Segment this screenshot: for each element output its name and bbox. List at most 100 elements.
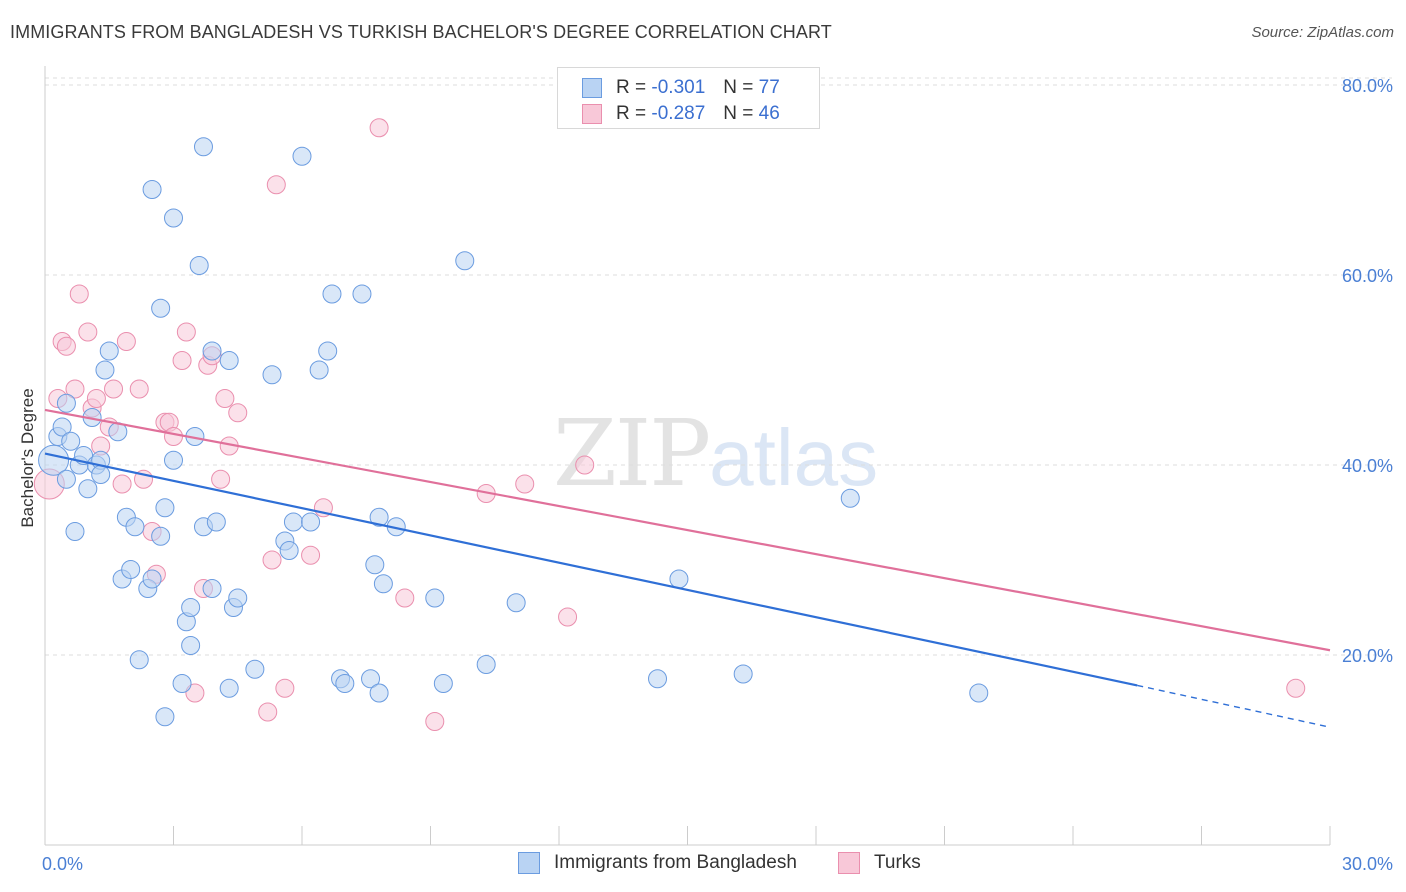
data-point-13 [91,465,111,484]
y-tick-label-0: 20.0% [1342,646,1393,666]
data-point-59 [361,669,381,689]
data-point-2 [52,417,72,437]
data-point-58 [352,284,372,304]
data-point-57 [335,674,355,693]
data-point-28 [215,389,235,408]
y-axis-label: Bachelor's Degree [18,388,37,527]
data-point-71 [669,569,689,589]
data-point-49 [279,541,299,560]
turks-trend-line [44,408,1331,652]
data-point-31 [258,702,278,722]
data-point-19 [121,560,141,579]
data-point-43 [575,455,595,475]
data-point-27 [155,707,175,727]
data-point-22 [176,322,196,342]
data-point-33 [266,175,286,195]
data-point-21 [129,650,149,670]
y-tick-label-1: 40.0% [1342,456,1393,476]
blue-swatch [582,78,602,98]
legend-item-turks[interactable]: Turks [838,852,921,874]
chart-title: IMMIGRANTS FROM BANGLADESH VS TURKISH BA… [10,22,832,42]
data-point-20 [164,427,183,446]
x-tick-label-max: 30.0% [1342,854,1393,874]
data-point-8 [86,389,106,408]
data-point-42 [219,678,239,698]
x-axis-ticks [173,826,1331,845]
watermark: ZIPatlas [553,400,878,507]
data-point-68 [476,655,496,674]
data-point-21 [172,351,192,370]
axes [44,66,1330,846]
y-tick-label-3: 80.0% [1342,76,1393,96]
pink-swatch [838,852,860,874]
data-point-29 [164,208,183,228]
data-point-74 [969,683,989,703]
data-point-67 [455,251,475,271]
data-point-41 [206,512,226,532]
data-point-60 [365,555,385,575]
data-point-13 [116,332,136,351]
data-point-11 [104,379,124,399]
y-axis-tick-labels: 20.0% 40.0% 60.0% 80.0% [1342,76,1393,666]
data-point-61 [369,683,389,703]
r-value: -0.287 [651,103,706,124]
data-point-52 [301,512,321,532]
data-point-30 [228,403,248,423]
data-point-38 [193,137,213,157]
data-point-65 [425,588,445,608]
data-point-63 [373,574,393,594]
data-point-3 [56,336,76,356]
data-point-37 [369,118,389,138]
data-point-28 [155,498,175,518]
data-point-51 [292,146,312,166]
y-tick-label-2: 60.0% [1342,266,1393,286]
data-point-34 [181,598,201,617]
data-point-30 [164,450,183,470]
data-point-46 [245,659,265,679]
blue-swatch [518,852,540,874]
x-tick-label-min: 0.0% [42,854,83,874]
data-point-41 [515,474,535,494]
data-point-55 [322,284,342,304]
data-point-4 [65,379,85,399]
source-label: Source: ZipAtlas.com [1251,24,1394,41]
watermark-zip: ZIP [553,400,711,507]
data-point-23 [142,569,162,589]
n-value: 77 [758,77,780,98]
data-point-62 [369,507,389,527]
data-point-15 [99,341,119,361]
data-point-45 [1286,678,1306,698]
data-point-39 [202,579,222,598]
stats-row-bangladesh: R = -0.301 N = 77 [582,75,780,101]
data-point-47 [262,365,282,385]
watermark-atlas: atlas [709,413,879,502]
stats-row-turks: R = -0.287 N = 46 [582,101,780,127]
series-legend: Immigrants from Bangladesh Turks [0,852,1406,878]
data-point-35 [301,545,321,565]
data-point-26 [151,298,171,318]
data-point-73 [840,488,860,508]
data-point-14 [95,360,115,380]
data-point-14 [129,379,149,399]
pink-swatch [582,104,602,124]
legend-label: Turks [874,852,921,873]
n-value: 46 [758,103,780,124]
n-label: N = [723,103,754,124]
data-point-6 [65,522,85,541]
data-point-70 [648,669,668,689]
legend-item-bangladesh[interactable]: Immigrants from Bangladesh [518,852,797,874]
data-point-3 [56,393,76,413]
data-point-40 [202,341,222,361]
data-point-42 [558,607,578,627]
r-label: R = [616,77,647,98]
r-value: -0.301 [651,77,706,98]
data-point-32 [262,550,282,570]
gridlines [45,77,1392,656]
data-point-53 [309,360,329,380]
data-point-6 [78,322,98,342]
data-point-54 [318,341,338,361]
data-point-66 [433,674,453,693]
data-point-45 [228,588,248,608]
data-point-27 [211,469,231,489]
